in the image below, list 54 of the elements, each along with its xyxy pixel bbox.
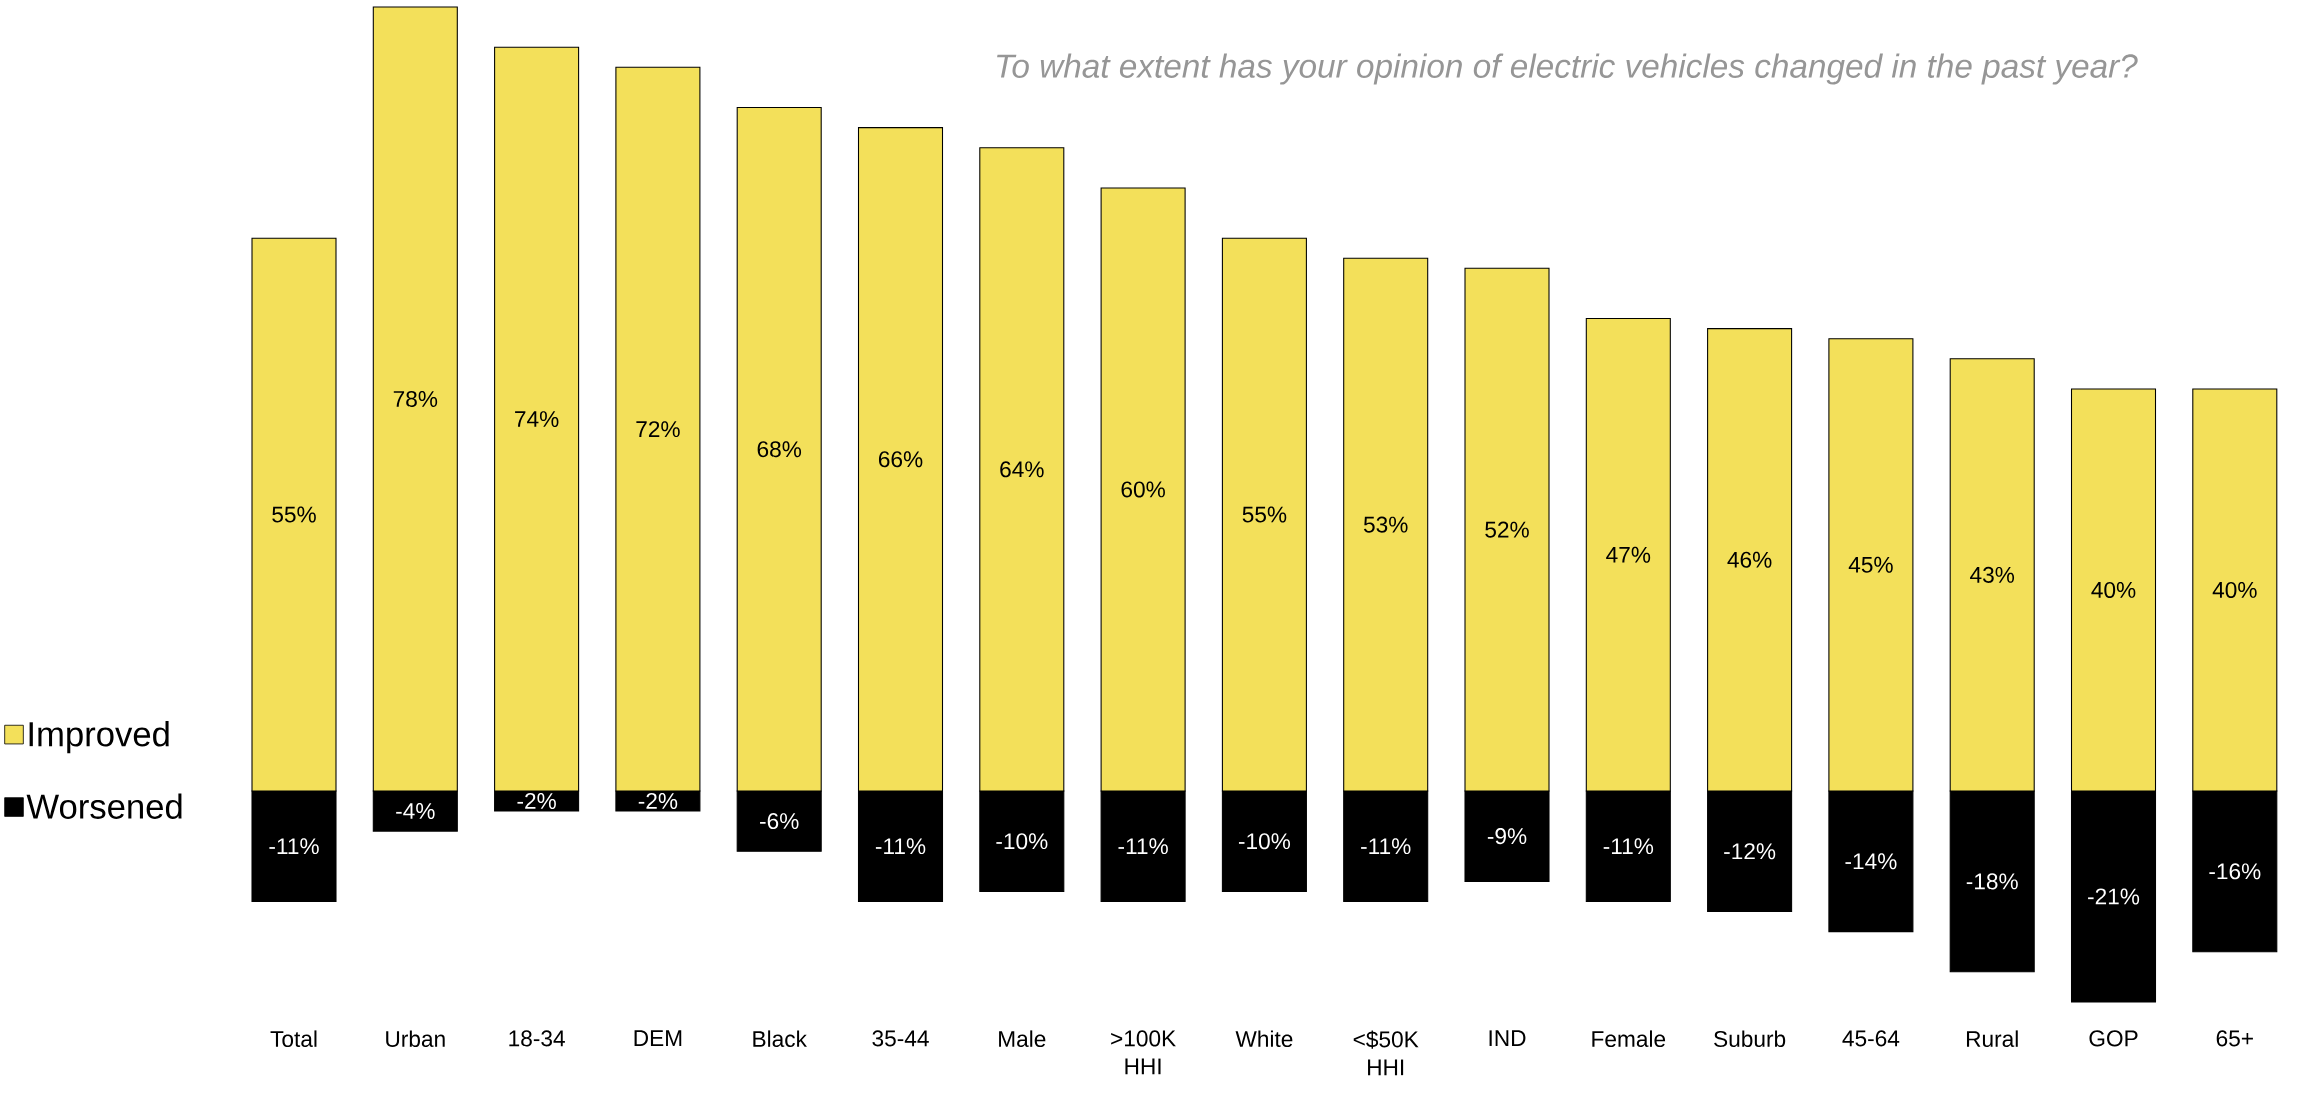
data-label: 45% [1848,556,1893,573]
data-label: 46% [1727,551,1772,568]
text: To what extent has your opinion of electric vehicles changed in the past year? [997,53,2138,85]
data-label: 43% [1970,566,2015,583]
x-tick-label: IND [1489,1030,1526,1046]
data-label: -18% [1966,873,2018,890]
data-label: 60% [1121,481,1165,498]
data-label: 55% [272,506,316,523]
data-label: 64% [1000,461,1044,478]
data-label: 55% [1242,506,1287,523]
data-label: 68% [757,441,802,458]
x-tick-label: 35-44 [872,1030,929,1047]
data-label: -10% [1238,833,1291,850]
data-label: 74% [515,411,559,427]
data-label: 72% [636,421,680,438]
data-label: -11% [1603,838,1654,855]
data-label: 40% [2212,581,2257,598]
x-tick-label: GOP [2089,1030,2138,1047]
data-label: -2% [638,792,678,809]
x-tick-label: Rural [1966,1030,2018,1048]
data-label: -4% [396,803,435,819]
x-tick-label: DEM [634,1030,682,1046]
x-tick-label: Total [270,1030,317,1048]
x-tick-label: >100K HHI [1111,1030,1176,1075]
legend-label: Worsened [26,793,182,819]
x-tick-label: Black [753,1030,807,1048]
data-label: -2% [517,792,556,809]
data-label: -11% [269,838,319,855]
x-tick-label: Female [1592,1030,1666,1048]
data-label: -21% [2088,888,2140,905]
data-label: -12% [1724,843,1776,860]
data-label: 40% [2091,581,2136,598]
data-label: 78% [393,390,438,407]
x-tick-label: White [1235,1030,1293,1048]
x-tick-label: Male [999,1030,1046,1048]
x-tick-label: 18-34 [509,1030,565,1047]
data-label: -11% [1361,838,1411,855]
data-label: 52% [1485,521,1529,538]
data-label: -6% [760,813,799,830]
x-tick-label: Suburb [1714,1030,1786,1048]
data-label: -10% [996,833,1048,850]
x-tick-label: <$50K HHI [1353,1030,1419,1076]
legend-label: Improved [29,721,169,754]
data-label: -11% [1118,838,1168,855]
x-tick-label: 65+ [2216,1030,2253,1047]
x-tick-label: 45-64 [1842,1030,1900,1047]
data-label: -11% [875,838,926,855]
x-tick-label: Urban [386,1030,445,1048]
data-label: -9% [1487,828,1527,845]
data-label: -14% [1845,853,1897,870]
data-label: -16% [2209,863,2261,880]
data-label: 53% [1363,516,1408,533]
data-label: 47% [1606,546,1651,563]
data-label: 66% [878,451,923,468]
